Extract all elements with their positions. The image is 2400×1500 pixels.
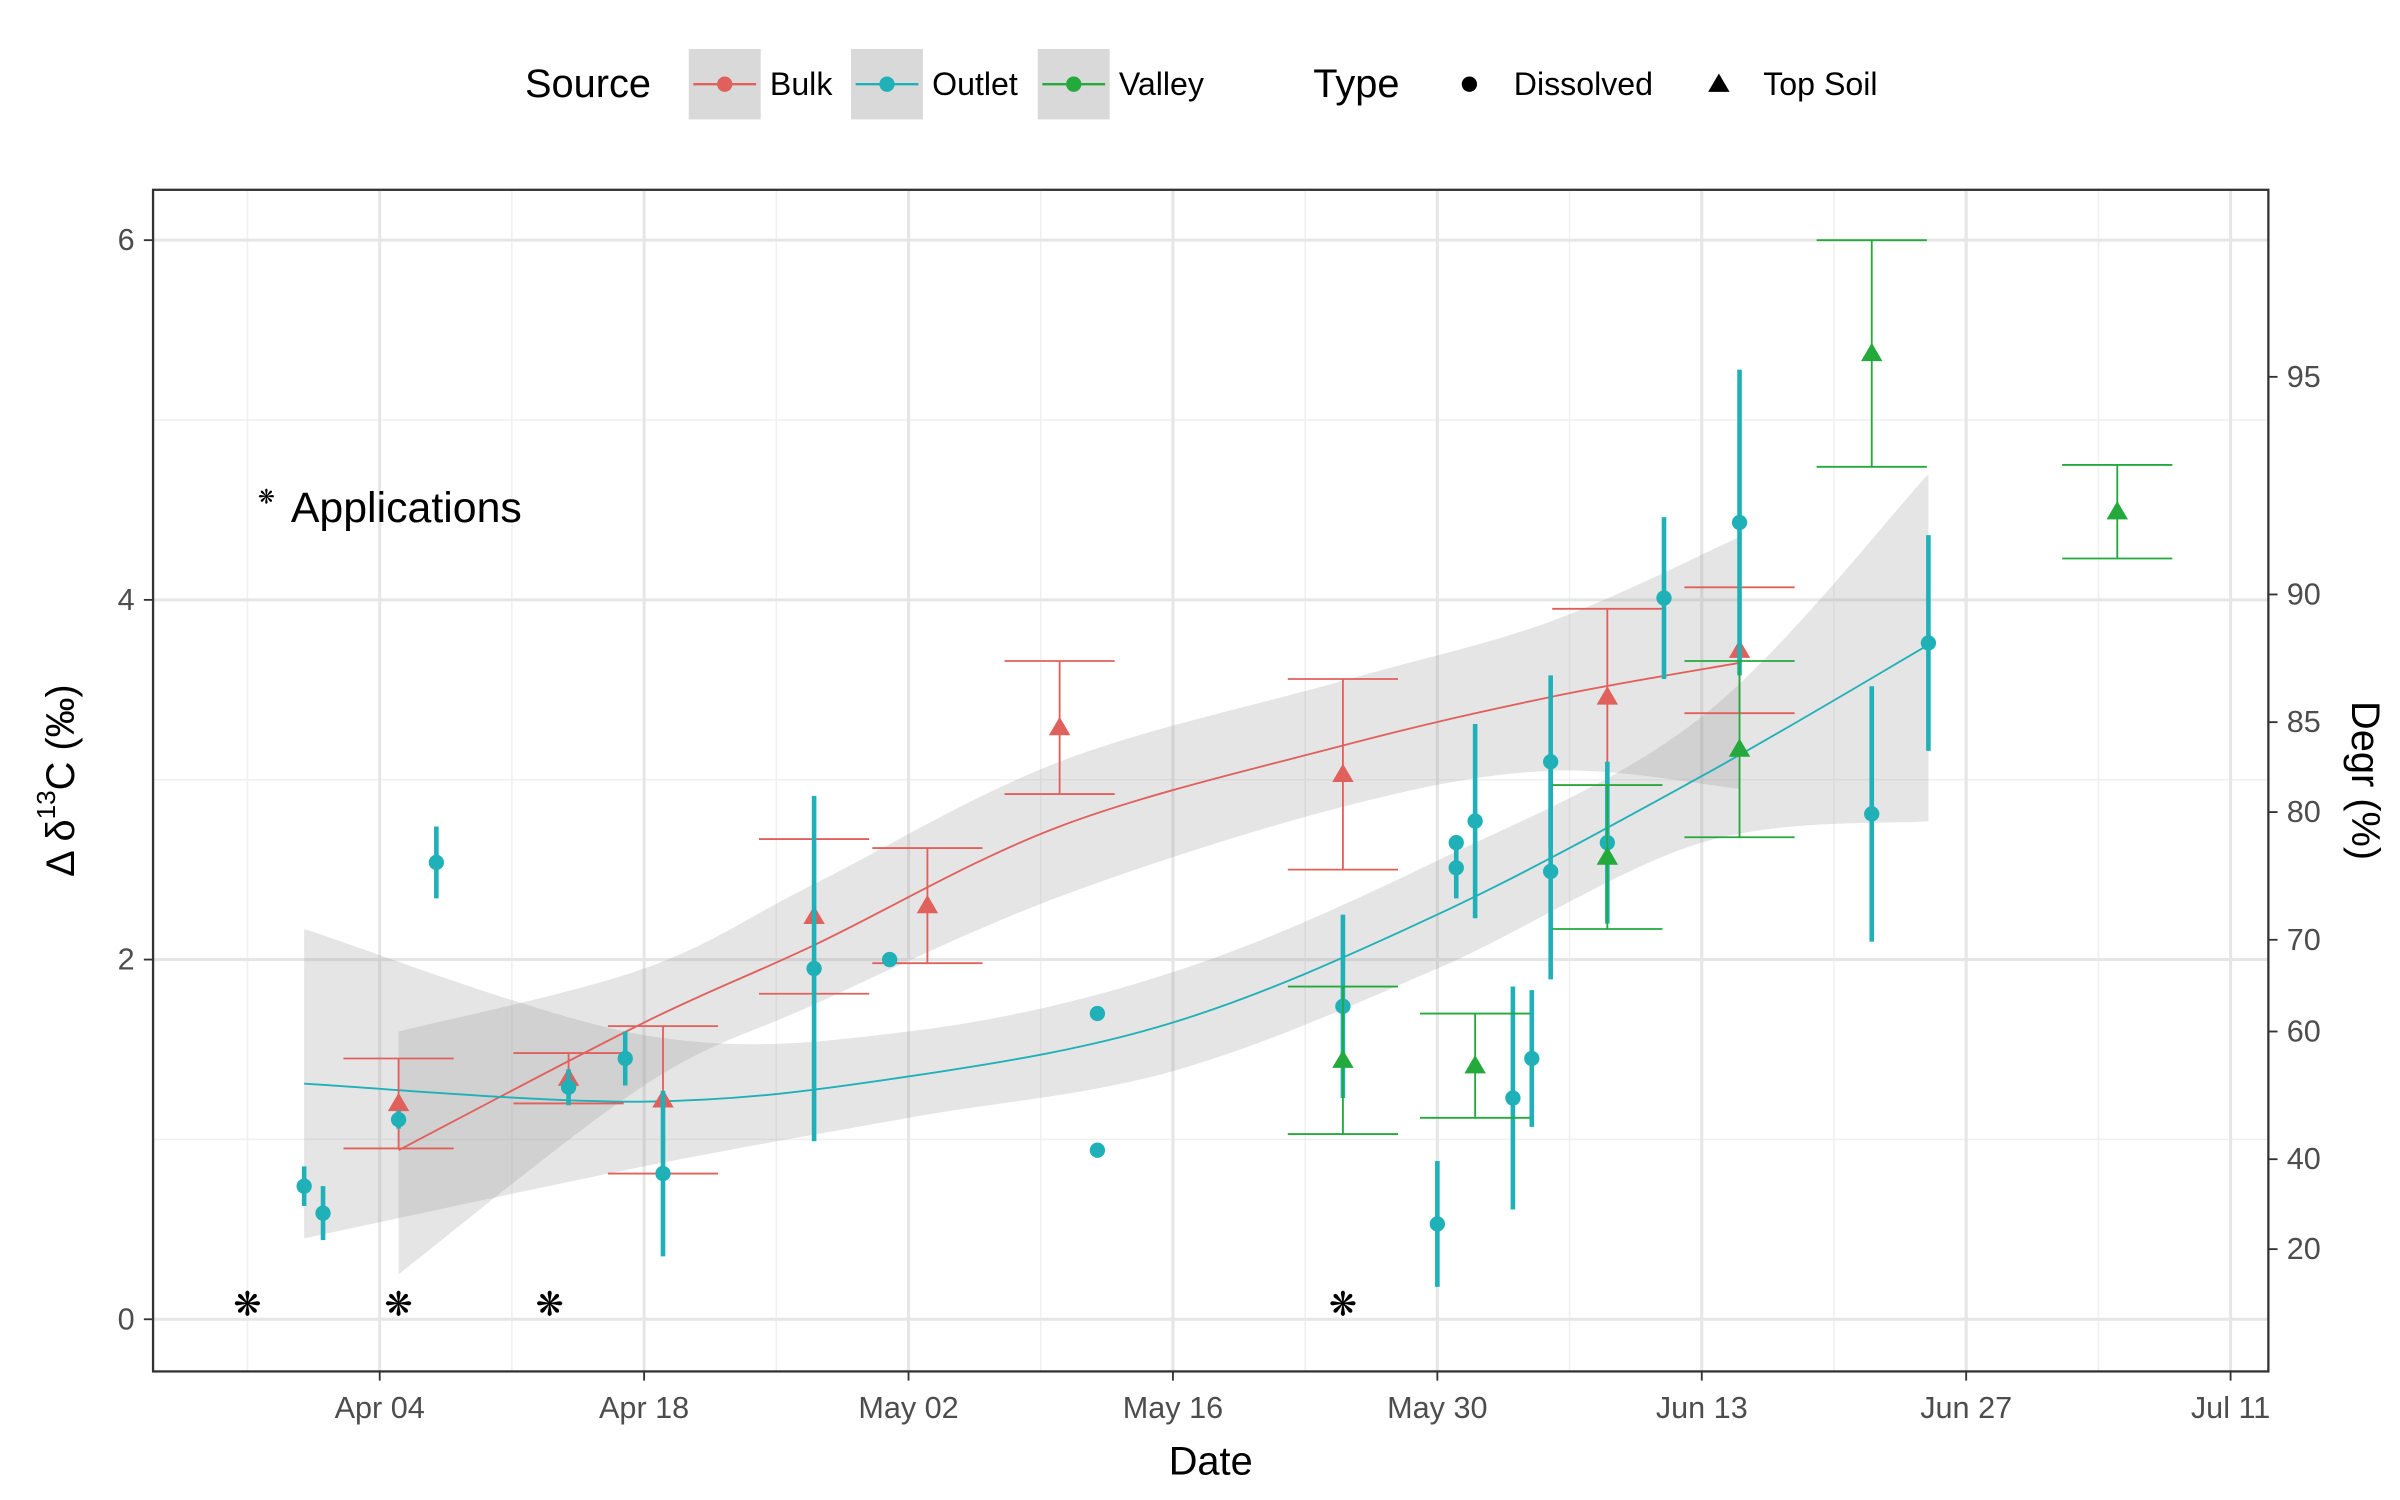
x-tick-label: May 16 xyxy=(1123,1391,1223,1425)
point xyxy=(617,1050,633,1067)
y-axis-label: Δ δ13C (‰) xyxy=(31,684,83,877)
point xyxy=(1728,738,1751,757)
point xyxy=(1920,635,1937,651)
y2-tick-label: 70 xyxy=(2287,923,2321,957)
legend-label: Outlet xyxy=(932,66,1018,102)
y-label-suffix: C (‰) xyxy=(39,684,83,790)
legend-label: Dissolved xyxy=(1514,66,1653,102)
y2-tick-label: 95 xyxy=(2287,360,2321,394)
point xyxy=(1864,806,1880,822)
point xyxy=(1543,863,1559,880)
point xyxy=(1332,1049,1354,1068)
point xyxy=(1448,835,1464,851)
point xyxy=(1089,1142,1106,1158)
legend-label: Valley xyxy=(1119,66,1204,102)
point xyxy=(1596,846,1619,865)
point xyxy=(881,951,898,968)
point xyxy=(1448,860,1464,876)
legend-label: Top Soil xyxy=(1763,66,1877,102)
annotation-symbol: ❋ xyxy=(258,486,275,508)
y2-tick-label: 60 xyxy=(2287,1015,2321,1049)
point xyxy=(1048,716,1071,736)
application-marker: ❋ xyxy=(384,1286,412,1323)
point xyxy=(1543,754,1559,770)
legend-point xyxy=(1708,73,1730,92)
x-tick-label: May 02 xyxy=(858,1391,958,1425)
point xyxy=(916,894,939,914)
legend-point xyxy=(879,76,895,92)
point xyxy=(806,960,822,977)
legend-point xyxy=(1461,76,1478,92)
y-tick-label: 2 xyxy=(118,943,135,977)
y-tick-label: 0 xyxy=(118,1302,135,1336)
point xyxy=(315,1205,331,1221)
point xyxy=(1505,1090,1521,1106)
point xyxy=(1656,590,1672,606)
point xyxy=(1089,1005,1106,1022)
point xyxy=(1596,686,1619,705)
point xyxy=(387,1092,410,1112)
y-label-sup: 13 xyxy=(31,790,61,819)
point xyxy=(1464,1054,1486,1074)
fit-line xyxy=(304,644,1929,1103)
x-tick-label: Apr 18 xyxy=(599,1391,689,1425)
legend-title: Type xyxy=(1313,62,1399,106)
x-axis-label: Date xyxy=(1169,1440,1253,1484)
annotation: Applications xyxy=(291,484,522,532)
y2-tick-label: 20 xyxy=(2287,1232,2321,1266)
point xyxy=(655,1165,671,1182)
legend-point xyxy=(1066,76,1082,92)
point xyxy=(1861,342,1883,362)
point xyxy=(1467,813,1483,829)
panel-border xyxy=(151,188,2270,1373)
y2-tick-label: 40 xyxy=(2287,1142,2321,1176)
legend-label: Bulk xyxy=(770,66,833,102)
confidence-band xyxy=(398,536,1740,1275)
y-tick-label: 4 xyxy=(118,583,135,617)
x-tick-label: Jun 13 xyxy=(1656,1391,1748,1425)
y-label-prefix: Δ δ xyxy=(39,819,83,877)
point xyxy=(1731,514,1748,531)
y2-tick-label: 90 xyxy=(2287,577,2321,611)
point xyxy=(1429,1216,1446,1232)
x-tick-label: Jun 27 xyxy=(1920,1391,2012,1425)
point xyxy=(1524,1050,1540,1067)
x-tick-label: Apr 04 xyxy=(335,1391,425,1425)
y2-axis-label: Degr (%) xyxy=(2343,701,2387,860)
application-marker: ❋ xyxy=(233,1286,261,1323)
x-tick-label: Jul 11 xyxy=(2191,1391,2270,1425)
y-tick-label: 6 xyxy=(118,223,135,257)
point xyxy=(390,1111,407,1128)
point xyxy=(428,854,445,871)
y2-tick-label: 80 xyxy=(2287,795,2321,829)
x-tick-label: May 30 xyxy=(1387,1391,1487,1425)
application-marker: ❋ xyxy=(536,1286,564,1323)
fit-line xyxy=(398,661,1740,1152)
point xyxy=(296,1178,312,1194)
legend-title: Source xyxy=(525,62,651,106)
application-marker: ❋ xyxy=(1329,1286,1357,1323)
legend-point xyxy=(717,76,733,92)
point xyxy=(1332,763,1354,782)
point xyxy=(560,1079,577,1095)
y2-tick-label: 85 xyxy=(2287,705,2321,739)
confidence-band xyxy=(304,473,1929,1239)
point xyxy=(2106,501,2128,520)
